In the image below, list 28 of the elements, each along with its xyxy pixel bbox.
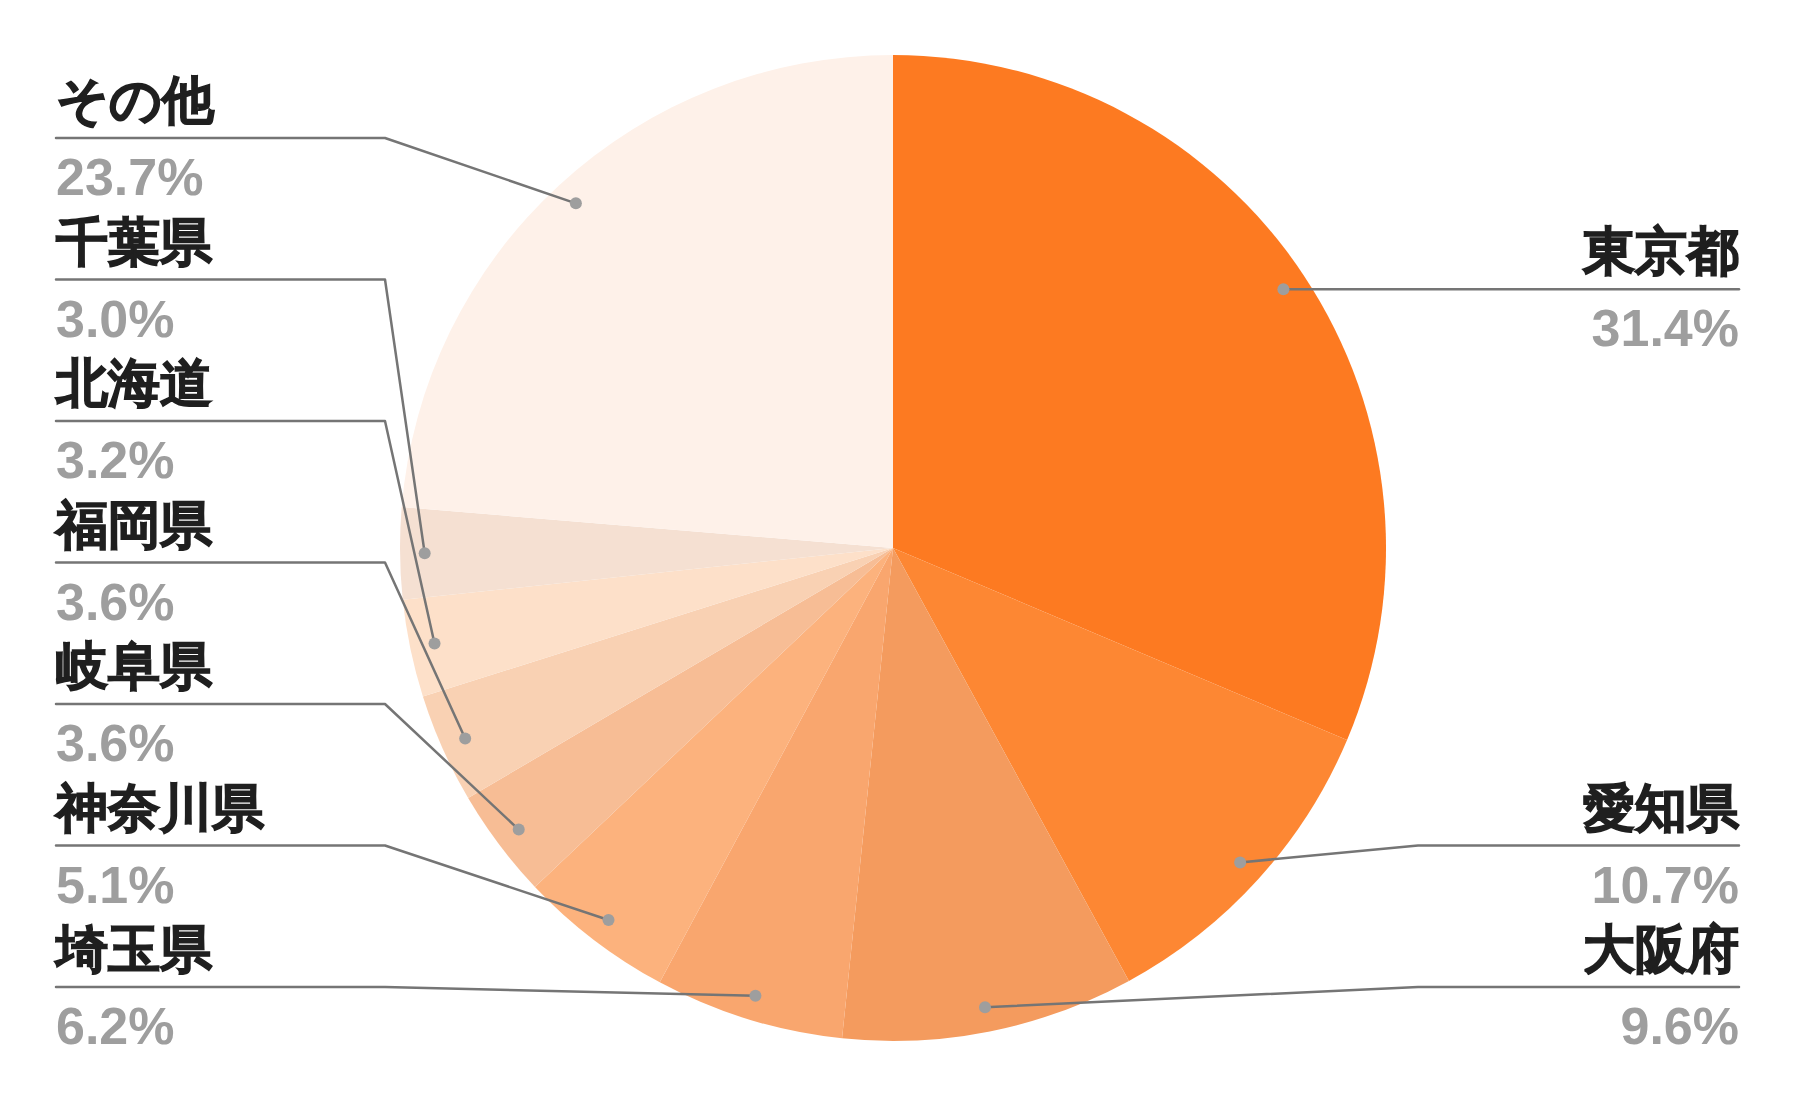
- data-label: 31.4%: [1591, 299, 1739, 358]
- slice-label: 愛知県: [1583, 777, 1740, 838]
- slice-label: 北海道: [55, 353, 212, 413]
- data-label: 3.0%: [56, 289, 175, 348]
- data-label: 10.7%: [1591, 855, 1739, 914]
- pie-slice: [534, 548, 893, 983]
- pie-slice: [468, 548, 893, 887]
- data-label: 23.7%: [56, 148, 204, 206]
- data-label: 3.6%: [56, 572, 175, 631]
- data-label: 9.6%: [1620, 997, 1739, 1055]
- slice-label: 岐阜県: [56, 636, 213, 696]
- pie-slice: [422, 548, 893, 799]
- slice-label: 大阪府: [1583, 919, 1739, 979]
- data-label: 5.1%: [56, 855, 175, 914]
- data-label: 3.6%: [56, 714, 175, 772]
- data-label: 6.2%: [56, 997, 175, 1055]
- slice-label: 千葉県: [56, 211, 213, 272]
- data-label: 3.2%: [56, 431, 175, 489]
- pie-slice: [893, 548, 1348, 981]
- pie-slice: [842, 548, 1129, 1041]
- slice-label: 東京都: [1582, 221, 1739, 282]
- slice-label: 福岡県: [54, 494, 213, 555]
- slice-label: 埼玉県: [54, 919, 213, 979]
- slice-label: 神奈川県: [54, 777, 265, 838]
- pie-slice: [893, 55, 1386, 741]
- pie-slice: [401, 55, 893, 548]
- pie-slice: [659, 548, 893, 1039]
- slice-label: その他: [56, 70, 215, 130]
